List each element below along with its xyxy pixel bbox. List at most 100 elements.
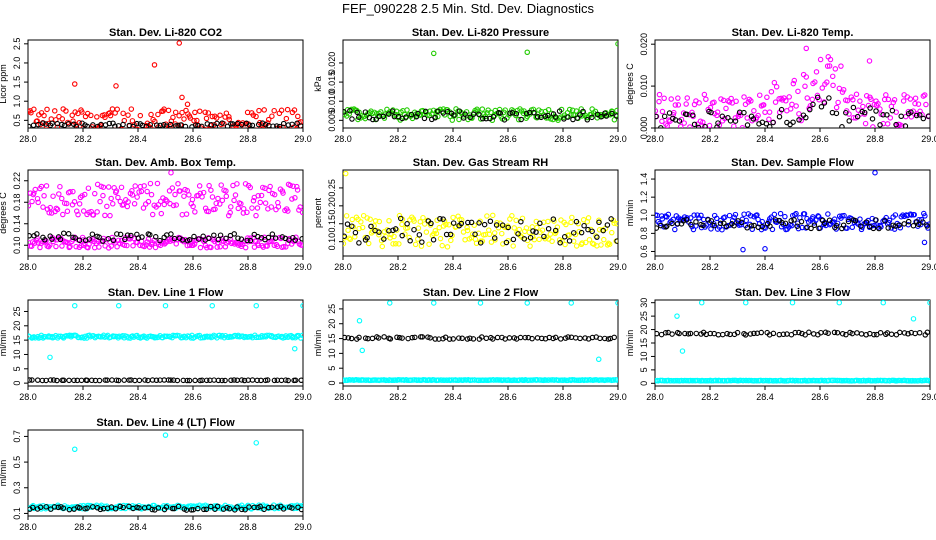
main-point [912, 95, 919, 101]
reference-point [725, 114, 731, 121]
main-point [420, 214, 426, 221]
reference-point [464, 336, 471, 342]
reference-point [238, 377, 245, 383]
y-tick-label: 0.015 [327, 71, 337, 94]
x-tick-label: 28.0 [646, 262, 664, 272]
reference-point [821, 220, 828, 226]
main-point [870, 124, 876, 128]
main-point [394, 227, 400, 233]
reference-point [348, 335, 355, 342]
reference-point [214, 120, 220, 127]
main-point [402, 231, 408, 237]
secondary-point [130, 242, 136, 249]
y-tick-label: 0.22 [12, 172, 22, 190]
main-point [732, 115, 739, 121]
reference-point [234, 377, 240, 384]
reference-point [294, 120, 300, 126]
reference-point [816, 225, 822, 232]
y-tick-label: 25 [12, 306, 22, 316]
main-outlier-point [762, 246, 768, 252]
main-point [912, 100, 918, 107]
main-point [850, 97, 856, 103]
reference-point [924, 223, 930, 229]
reference-point [39, 377, 46, 384]
reference-point [840, 222, 847, 228]
main-point [129, 192, 136, 198]
x-tick-label: 28.4 [756, 134, 774, 144]
main-point [415, 225, 422, 231]
reference-point [545, 226, 552, 232]
reference-point [870, 225, 877, 232]
chart-panel-9: Stan. Dev. Line 3 Flow ml/min 28.0 28.2 28.4… [625, 287, 936, 402]
reference-point [206, 235, 212, 242]
reference-point [387, 336, 394, 342]
main-point [907, 96, 914, 102]
main-point [390, 241, 396, 247]
y-tick-label: 15 [639, 338, 649, 348]
reference-point [850, 104, 857, 111]
reference-point [472, 231, 478, 238]
reference-point [913, 112, 920, 119]
reference-point [611, 334, 617, 341]
secondary-point [73, 243, 79, 250]
secondary-point [114, 243, 120, 250]
reference-point [415, 110, 421, 117]
reference-point [796, 329, 802, 336]
reference-point [440, 216, 446, 222]
main-point [907, 211, 914, 217]
reference-point [126, 503, 132, 510]
reference-point [147, 231, 153, 238]
main-point [406, 234, 412, 241]
x-tick-label: 28.4 [129, 134, 147, 144]
main-point [254, 205, 261, 211]
reference-point [298, 506, 303, 513]
reference-point [106, 120, 113, 127]
reference-point [779, 219, 785, 226]
chart-panel-5: Stan. Dev. Gas Stream RH percent 28.0 28.2 2… [313, 157, 627, 272]
main-point [443, 221, 449, 228]
reference-point [102, 377, 109, 383]
reference-point [149, 506, 155, 513]
main-point [469, 231, 476, 237]
reference-point [530, 228, 536, 234]
x-tick-label: 28.4 [444, 392, 462, 402]
main-point [280, 124, 286, 128]
main-point [691, 212, 697, 218]
reference-point [533, 229, 539, 235]
reference-point [682, 330, 688, 337]
main-point [107, 112, 114, 119]
reference-point [352, 229, 359, 236]
main-point [79, 193, 85, 199]
reference-point [264, 377, 271, 383]
y-tick-label: 20 [327, 319, 337, 329]
main-point [117, 133, 121, 137]
main-point [819, 377, 825, 384]
reference-point [422, 108, 429, 115]
reference-point [239, 506, 245, 513]
reference-point [491, 235, 498, 241]
main-point [792, 212, 798, 218]
main-point [658, 213, 665, 219]
main-outlier-point [699, 300, 705, 306]
reference-point [223, 235, 229, 242]
main-point [824, 63, 831, 69]
reference-point [163, 504, 170, 510]
main-outlier-point [151, 62, 158, 68]
main-point [216, 129, 220, 133]
points-layer [343, 41, 618, 124]
main-point [183, 211, 190, 217]
reference-point [662, 330, 669, 336]
main-point [94, 209, 100, 215]
reference-point [780, 331, 787, 338]
main-point [125, 112, 131, 118]
main-point [170, 114, 176, 121]
reference-point [724, 330, 730, 337]
reference-point [280, 506, 287, 512]
main-point [832, 66, 839, 72]
main-point [839, 213, 845, 219]
main-point [585, 377, 591, 383]
main-point [868, 96, 874, 102]
reference-point [501, 117, 508, 123]
reference-point [171, 505, 177, 512]
main-point [69, 112, 75, 119]
